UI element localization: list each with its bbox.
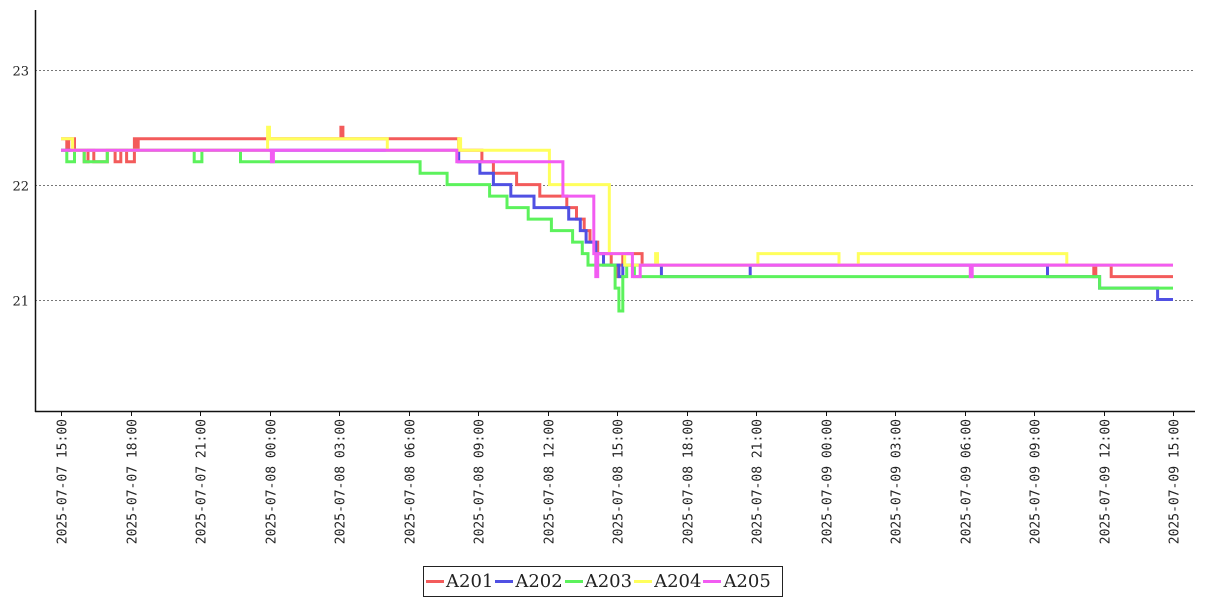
series-lines — [61, 125, 1173, 313]
legend-item-a205: A205 — [703, 570, 771, 592]
legend-item-a202: A202 — [495, 570, 563, 592]
legend-label: A202 — [515, 570, 563, 592]
series-line-a204 — [61, 125, 1173, 267]
x-tick-label: 2025-07-09 06:00 — [960, 419, 975, 544]
legend-label: A205 — [723, 570, 771, 592]
axes — [34, 10, 1195, 416]
x-tick-label: 2025-07-08 09:00 — [473, 419, 488, 544]
x-tick-label: 2025-07-09 00:00 — [821, 419, 836, 544]
x-tick-label: 2025-07-09 12:00 — [1099, 419, 1114, 544]
x-tick-label: 2025-07-08 12:00 — [543, 419, 558, 544]
y-tick-label: 23 — [12, 65, 29, 80]
x-tick-label: 2025-07-08 18:00 — [682, 419, 697, 544]
y-tick-label: 21 — [12, 295, 29, 310]
x-tick-label: 2025-07-09 03:00 — [890, 419, 905, 544]
x-tick-label: 2025-07-08 21:00 — [751, 419, 766, 544]
x-tick-label: 2025-07-08 15:00 — [612, 419, 627, 544]
legend-item-a204: A204 — [634, 570, 702, 592]
legend: A201 A202 A203 A204 A205 — [423, 566, 783, 597]
legend-label: A201 — [446, 570, 494, 592]
y-tick-label: 22 — [12, 180, 29, 195]
x-tick-label: 2025-07-08 06:00 — [404, 419, 419, 544]
x-tick-label: 2025-07-07 18:00 — [126, 419, 141, 544]
legend-item-a201: A201 — [426, 570, 494, 592]
legend-item-a203: A203 — [564, 570, 633, 592]
x-tick-label: 2025-07-09 15:00 — [1168, 419, 1183, 544]
legend-swatch — [426, 580, 444, 583]
y-tick-labels: 21 22 23 — [12, 65, 29, 310]
legend-swatch — [495, 580, 514, 583]
x-tick-label: 2025-07-07 21:00 — [195, 419, 210, 544]
series-line-a203 — [61, 148, 1173, 313]
gridlines — [35, 70, 1195, 301]
x-tick-label: 2025-07-09 09:00 — [1029, 419, 1044, 544]
x-tick-labels: 2025-07-07 15:00 2025-07-07 18:00 2025-07-… — [56, 419, 1183, 544]
legend-swatch — [564, 580, 583, 583]
legend-swatch — [703, 580, 722, 583]
x-tick-label: 2025-07-07 15:00 — [56, 419, 71, 544]
x-tick-label: 2025-07-08 00:00 — [265, 419, 280, 544]
legend-label: A203 — [584, 570, 633, 592]
series-line-a205 — [61, 148, 1173, 279]
legend-label: A204 — [654, 570, 702, 592]
legend-swatch — [634, 580, 653, 583]
x-tick-label: 2025-07-08 03:00 — [334, 419, 349, 544]
